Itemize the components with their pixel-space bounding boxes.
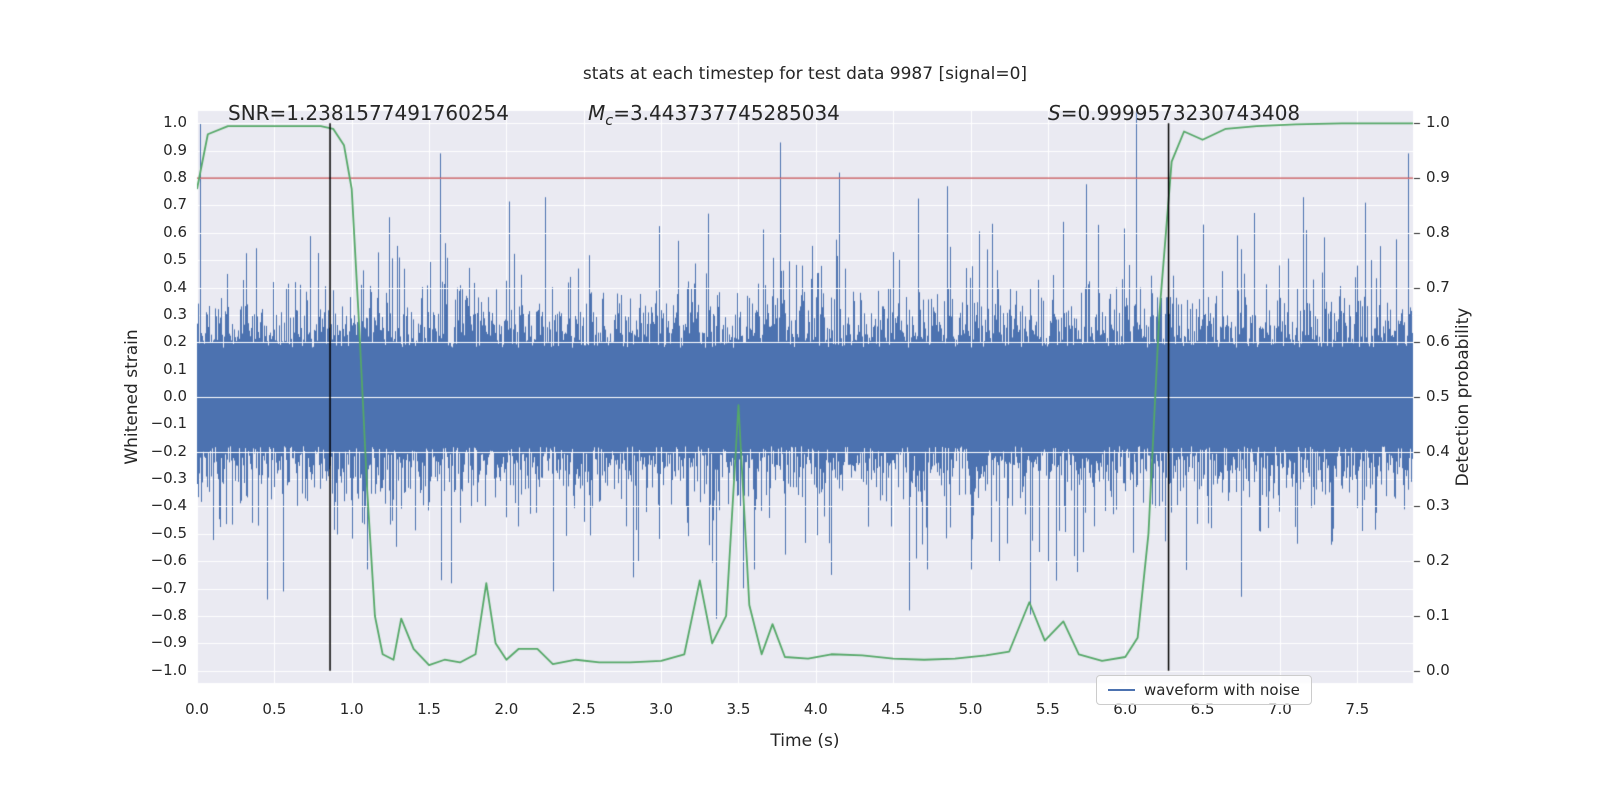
chirp-mass-subscript: c (605, 113, 614, 129)
s-statistic-symbol: S (1048, 101, 1061, 125)
y-left-tick-label: −0.5 (150, 523, 187, 542)
legend: waveform with noise (1096, 675, 1312, 705)
x-tick-label: 2.5 (571, 700, 596, 718)
x-tick-label: 3.5 (726, 700, 751, 718)
y-right-tick-label: 1.0 (1426, 113, 1450, 132)
chirp-mass-value: =3.443737745285034 (613, 101, 840, 125)
chirp-mass-symbol: M (588, 101, 606, 125)
x-tick-label: 1.5 (417, 700, 441, 718)
x-tick-label: 0.0 (185, 700, 209, 718)
y-left-tick-label: 1.0 (163, 113, 187, 132)
legend-line-sample (1108, 689, 1135, 691)
y-right-tick-label: 0.1 (1426, 605, 1450, 624)
y-left-tick-label: 0.2 (163, 332, 187, 351)
y-right-tick-label: 0.6 (1426, 332, 1450, 351)
y-left-tick-label: −0.2 (150, 441, 187, 460)
annotation-chirp-mass: Mc=3.443737745285034 (588, 101, 840, 129)
y-left-tick-label: 0.9 (163, 140, 187, 159)
y-right-tick-label: 0.9 (1426, 168, 1450, 187)
y-left-tick-label: 0.5 (163, 250, 187, 269)
y-left-tick-label: 0.1 (163, 359, 187, 378)
x-tick-label: 1.0 (339, 700, 364, 718)
x-tick-label: 5.0 (958, 700, 983, 718)
y-left-tick-label: 0.0 (163, 387, 187, 405)
y-left-tick-label: 0.8 (163, 168, 187, 187)
y-left-tick-label: −0.4 (150, 496, 187, 515)
y-left-tick-label: 0.7 (163, 195, 187, 214)
x-tick-label: 4.0 (803, 700, 828, 718)
y-right-tick-label: 0.3 (1426, 496, 1450, 515)
y-right-tick-label: 0.4 (1426, 441, 1450, 460)
x-axis-label: Time (s) (770, 731, 840, 751)
y-left-tick-label: −0.3 (150, 469, 187, 488)
y-left-tick-label: −0.6 (150, 551, 187, 570)
annotation-snr: SNR=1.2381577491760254 (228, 101, 509, 125)
x-tick-label: 2.0 (494, 700, 519, 718)
x-tick-label: 4.5 (881, 700, 906, 718)
y-right-tick-label: 0.2 (1426, 551, 1450, 570)
legend-label: waveform with noise (1144, 681, 1300, 699)
s-statistic-value: =0.9999573230743408 (1060, 101, 1301, 125)
y-left-tick-label: 0.4 (163, 277, 187, 296)
y-left-tick-label: −0.7 (150, 578, 187, 597)
y-left-tick-label: −1.0 (150, 660, 187, 679)
y-left-tick-label: −0.9 (150, 633, 187, 652)
chart-title: stats at each timestep for test data 998… (582, 64, 1028, 84)
y-right-tick-label: 0.7 (1426, 277, 1450, 296)
y-right-tick-label: 0.8 (1426, 222, 1450, 241)
y-left-tick-label: −0.8 (150, 605, 187, 624)
y-right-tick-label: 0.5 (1426, 387, 1450, 405)
x-tick-label: 0.5 (262, 700, 287, 718)
annotation-s-statistic: S=0.9999573230743408 (1048, 101, 1300, 125)
y-axis-label-right: Detection probability (1453, 307, 1473, 487)
y-left-tick-label: −0.1 (150, 414, 187, 433)
y-left-tick-label: 0.6 (163, 222, 187, 241)
y-left-tick-label: 0.3 (163, 304, 187, 323)
x-tick-label: 3.0 (649, 700, 674, 718)
x-tick-label: 7.5 (1345, 700, 1370, 718)
x-tick-label: 5.5 (1035, 700, 1060, 718)
y-right-tick-label: 0.0 (1426, 660, 1450, 679)
